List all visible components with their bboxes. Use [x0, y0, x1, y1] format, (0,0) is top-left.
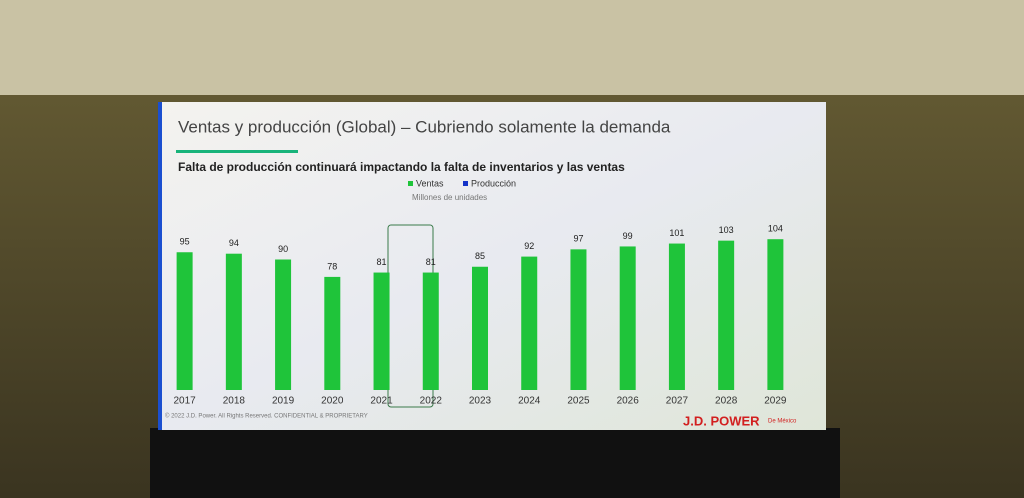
slide [158, 102, 826, 430]
x-tick-label: 2026 [617, 396, 640, 407]
logo-sub: De México [768, 419, 797, 425]
legend-label: Producción [471, 178, 516, 188]
unit-label: Millones de unidades [412, 193, 487, 202]
chart-title: Ventas y producción (Global) – Cubriendo… [178, 117, 671, 136]
chart: Ventas Producción 2017 95 2018 94 2019 90 2020 78… [173, 178, 786, 406]
bar [570, 249, 587, 390]
x-tick-label: 2017 [173, 396, 196, 407]
value-label: 101 [669, 228, 684, 238]
stage [150, 428, 840, 498]
chart-subtitle: Falta de producción continuará impactand… [178, 160, 625, 174]
legend-swatch [408, 181, 413, 186]
value-label: 90 [278, 244, 288, 254]
value-label: 104 [768, 224, 783, 234]
bar [373, 272, 390, 390]
bar [275, 259, 292, 390]
bar [521, 256, 538, 390]
value-label: 81 [377, 257, 387, 267]
x-tick-label: 2025 [567, 396, 590, 407]
x-tick-label: 2023 [469, 396, 492, 407]
value-label: 97 [573, 234, 583, 244]
value-label: 99 [623, 231, 633, 241]
value-label: 94 [229, 238, 239, 248]
x-tick-label: 2020 [321, 396, 344, 407]
bar [619, 246, 636, 390]
slide-edge [158, 102, 162, 430]
value-label: 81 [426, 257, 436, 267]
legend-swatch [463, 181, 468, 186]
bar [718, 240, 735, 390]
x-tick-label: 2028 [715, 396, 738, 407]
bar [225, 253, 242, 390]
x-tick-label: 2029 [764, 396, 787, 407]
bar [472, 266, 488, 390]
bar [422, 272, 439, 390]
bar [176, 252, 193, 390]
title-underline [176, 150, 298, 153]
value-label: 78 [327, 261, 337, 271]
x-tick-label: 2022 [420, 396, 443, 407]
value-label: 95 [180, 237, 190, 247]
x-tick-label: 2018 [223, 396, 246, 407]
logo: J.D. POWER [683, 413, 760, 428]
legend-label: Ventas [416, 178, 444, 188]
bar [668, 243, 685, 390]
x-tick-label: 2024 [518, 396, 541, 407]
ceiling [0, 0, 1024, 95]
footer: © 2022 J.D. Power. All Rights Reserved. … [165, 413, 368, 420]
x-tick-label: 2027 [666, 396, 689, 407]
value-label: 103 [719, 225, 734, 235]
bar [767, 239, 784, 390]
x-tick-label: 2019 [272, 396, 295, 407]
value-label: 85 [475, 251, 485, 261]
x-tick-label: 2021 [370, 396, 393, 407]
bar [324, 276, 341, 390]
value-label: 92 [524, 241, 534, 251]
